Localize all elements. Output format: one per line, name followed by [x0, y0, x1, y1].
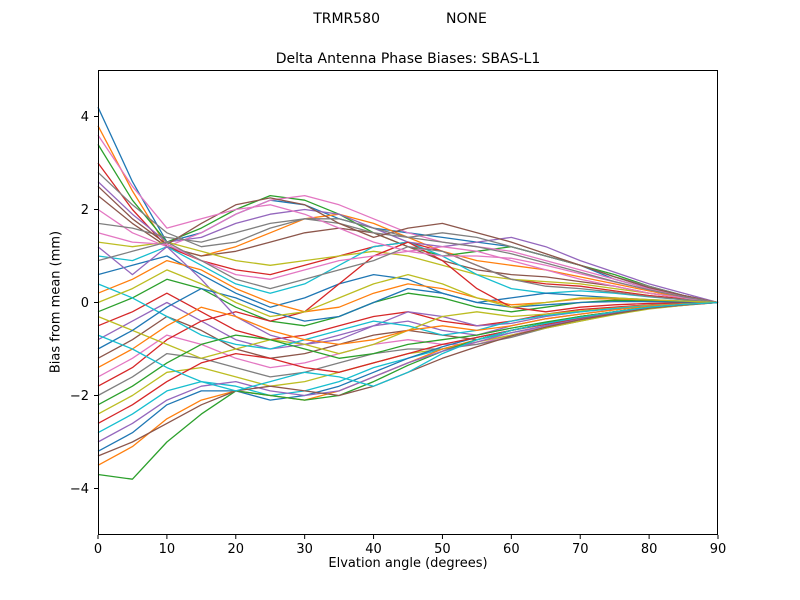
- series-line: [97, 283, 719, 350]
- series-line: [97, 301, 719, 434]
- antenna-label: NONE: [446, 11, 487, 27]
- y-axis-label: Bias from mean (mm): [48, 230, 64, 374]
- figure-suptitle: TRMR580 NONE: [0, 10, 800, 28]
- series-line: [97, 287, 719, 350]
- axes-frame: [98, 70, 718, 535]
- x-tick-label: 30: [296, 542, 313, 557]
- series-line: [97, 171, 719, 304]
- x-tick-label: 70: [572, 542, 589, 557]
- y-tick-label: 2: [81, 203, 89, 218]
- series-line: [97, 301, 719, 397]
- series-line: [97, 301, 719, 369]
- x-tick-label: 20: [228, 542, 245, 557]
- y-tick-label: −2: [70, 389, 89, 404]
- x-tick-label: 80: [641, 542, 658, 557]
- series-line: [97, 194, 719, 304]
- series-line: [97, 241, 719, 387]
- series-line: [97, 259, 719, 313]
- series-line: [97, 106, 719, 304]
- plot-area: 0 10 20 30 40 50 60 70 80 90 −4 −2 0 2 4: [70, 70, 726, 557]
- x-tick-label: 40: [365, 542, 382, 557]
- receiver-label: TRMR580: [313, 11, 380, 27]
- x-tick-label: 50: [434, 542, 451, 557]
- series-line: [97, 241, 719, 304]
- x-axis-label: Elvation angle (degrees): [328, 556, 488, 571]
- x-tick-label: 10: [159, 542, 176, 557]
- x-tick-label: 60: [503, 542, 520, 557]
- y-tick-label: −4: [70, 482, 89, 497]
- series-line: [97, 185, 719, 304]
- series-line: [97, 269, 719, 318]
- chart-title: Delta Antenna Phase Biases: SBAS-L1: [275, 51, 541, 67]
- x-tick-label: 90: [710, 542, 727, 557]
- series-line: [97, 301, 719, 392]
- series-line: [97, 241, 719, 304]
- y-tick-label: 4: [81, 110, 89, 125]
- y-tick-label: 0: [81, 296, 89, 311]
- x-tick-label: 0: [94, 542, 102, 557]
